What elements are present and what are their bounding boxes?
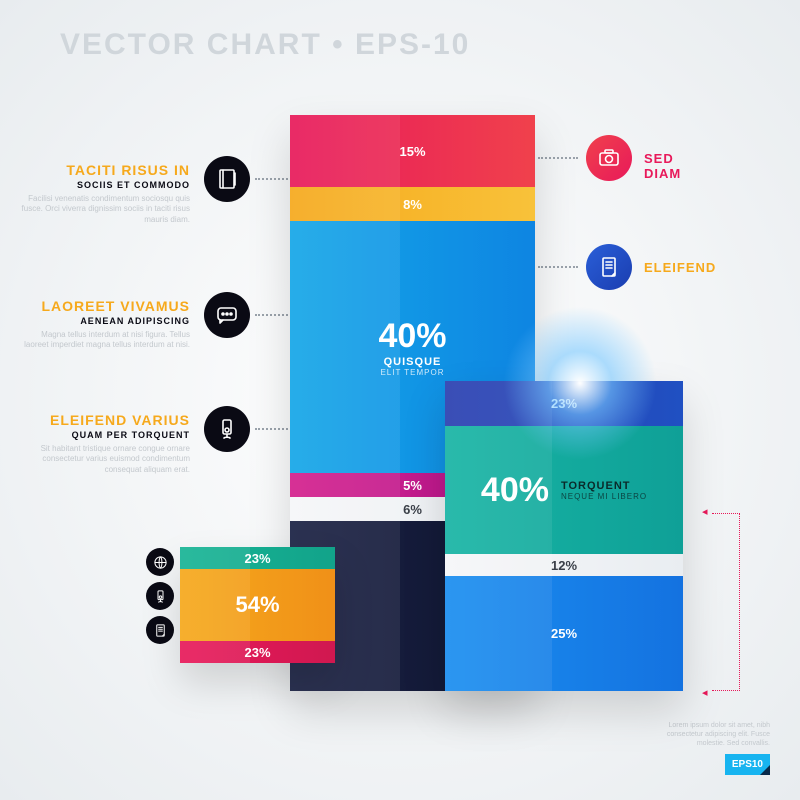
callout-left: TACITI RISUS IN SOCIIS ET COMMODO Facili…	[20, 162, 250, 225]
arrow-right-icon	[255, 314, 295, 316]
callout-right: ELEIFEND	[586, 244, 632, 290]
callout-heading: TACITI RISUS IN	[20, 162, 190, 178]
column-left: 23% 54% 23%	[180, 547, 335, 663]
callout-heading: SED DIAM	[644, 151, 681, 181]
player-icon	[204, 406, 250, 452]
segment-sub2: NEQUE MI LIBERO	[561, 492, 647, 501]
segment: 25%	[445, 576, 683, 691]
callout-body: Sit habitant tristique ornare congue orn…	[20, 444, 190, 475]
segment-value: 23%	[244, 645, 270, 660]
player-icon	[146, 582, 174, 610]
callout-heading: ELEIFEND VARIUS	[20, 412, 190, 428]
callout-body: Magna tellus interdum at nisi figura. Te…	[20, 330, 190, 351]
segment-sub: QUISQUE	[384, 356, 442, 368]
notebook-icon	[204, 156, 250, 202]
segment-value-big: 40%	[481, 471, 549, 510]
callout-heading: LAOREET VIVAMUS	[20, 298, 190, 314]
segment-sub2: ELIT TEMPOR	[380, 368, 444, 377]
arrow-right-icon	[255, 178, 295, 180]
arrow-right-icon	[255, 428, 295, 430]
callout-right: SED DIAM	[586, 135, 632, 181]
callout-left: ELEIFEND VARIUS QUAM PER TORQUENT Sit ha…	[20, 412, 250, 475]
segment: 40% TORQUENTNEQUE MI LIBERO	[445, 426, 683, 554]
segment: 23%	[180, 547, 335, 569]
eps-badge: EPS10	[725, 754, 770, 775]
arrow-left-icon	[538, 266, 578, 268]
segment-value-big: 40%	[378, 317, 446, 356]
segment: 8%	[290, 187, 535, 221]
callout-left: LAOREET VIVAMUS AENEAN ADIPISCING Magna …	[20, 298, 250, 351]
callout-sub: AENEAN ADIPISCING	[20, 316, 190, 326]
document-icon	[586, 244, 632, 290]
chat-icon	[204, 292, 250, 338]
segment: 54%	[180, 569, 335, 641]
segment-value: 23%	[551, 396, 577, 411]
segment: 23%	[445, 381, 683, 426]
segment-sub: TORQUENT	[561, 480, 647, 492]
segment-value: 25%	[551, 626, 577, 641]
segment-value: 15%	[399, 144, 425, 159]
callout-sub: QUAM PER TORQUENT	[20, 430, 190, 440]
segment-value: 5%	[403, 478, 422, 493]
segment: 15%	[290, 115, 535, 187]
segment-value: 12%	[551, 558, 577, 573]
arrow-left-icon	[538, 157, 578, 159]
bracket-connector	[712, 513, 740, 691]
callout-body: Facilisi venenatis condimentum sociosqu …	[20, 194, 190, 225]
segment: 23%	[180, 641, 335, 663]
segment: 12%	[445, 554, 683, 576]
globe-icon	[146, 548, 174, 576]
chart-area: 15%8%40%QUISQUEELIT TEMPOR5%6% 23%54%23%…	[160, 115, 760, 715]
camera-icon	[586, 135, 632, 181]
segment-value: 6%	[403, 502, 422, 517]
segment-value: 54%	[235, 592, 279, 618]
segment-value: 8%	[403, 197, 422, 212]
footer-text: Lorem ipsum dolor sit amet, nibh consect…	[650, 721, 770, 748]
footer: Lorem ipsum dolor sit amet, nibh consect…	[650, 721, 770, 775]
column-right: 23% 40% TORQUENTNEQUE MI LIBERO 12% 25%	[445, 381, 683, 691]
document-icon	[146, 616, 174, 644]
callout-sub: SOCIIS ET COMMODO	[20, 180, 190, 190]
page-title: VECTOR CHART • EPS-10	[60, 28, 470, 62]
segment-value: 23%	[244, 551, 270, 566]
callout-heading: ELEIFEND	[644, 260, 716, 275]
